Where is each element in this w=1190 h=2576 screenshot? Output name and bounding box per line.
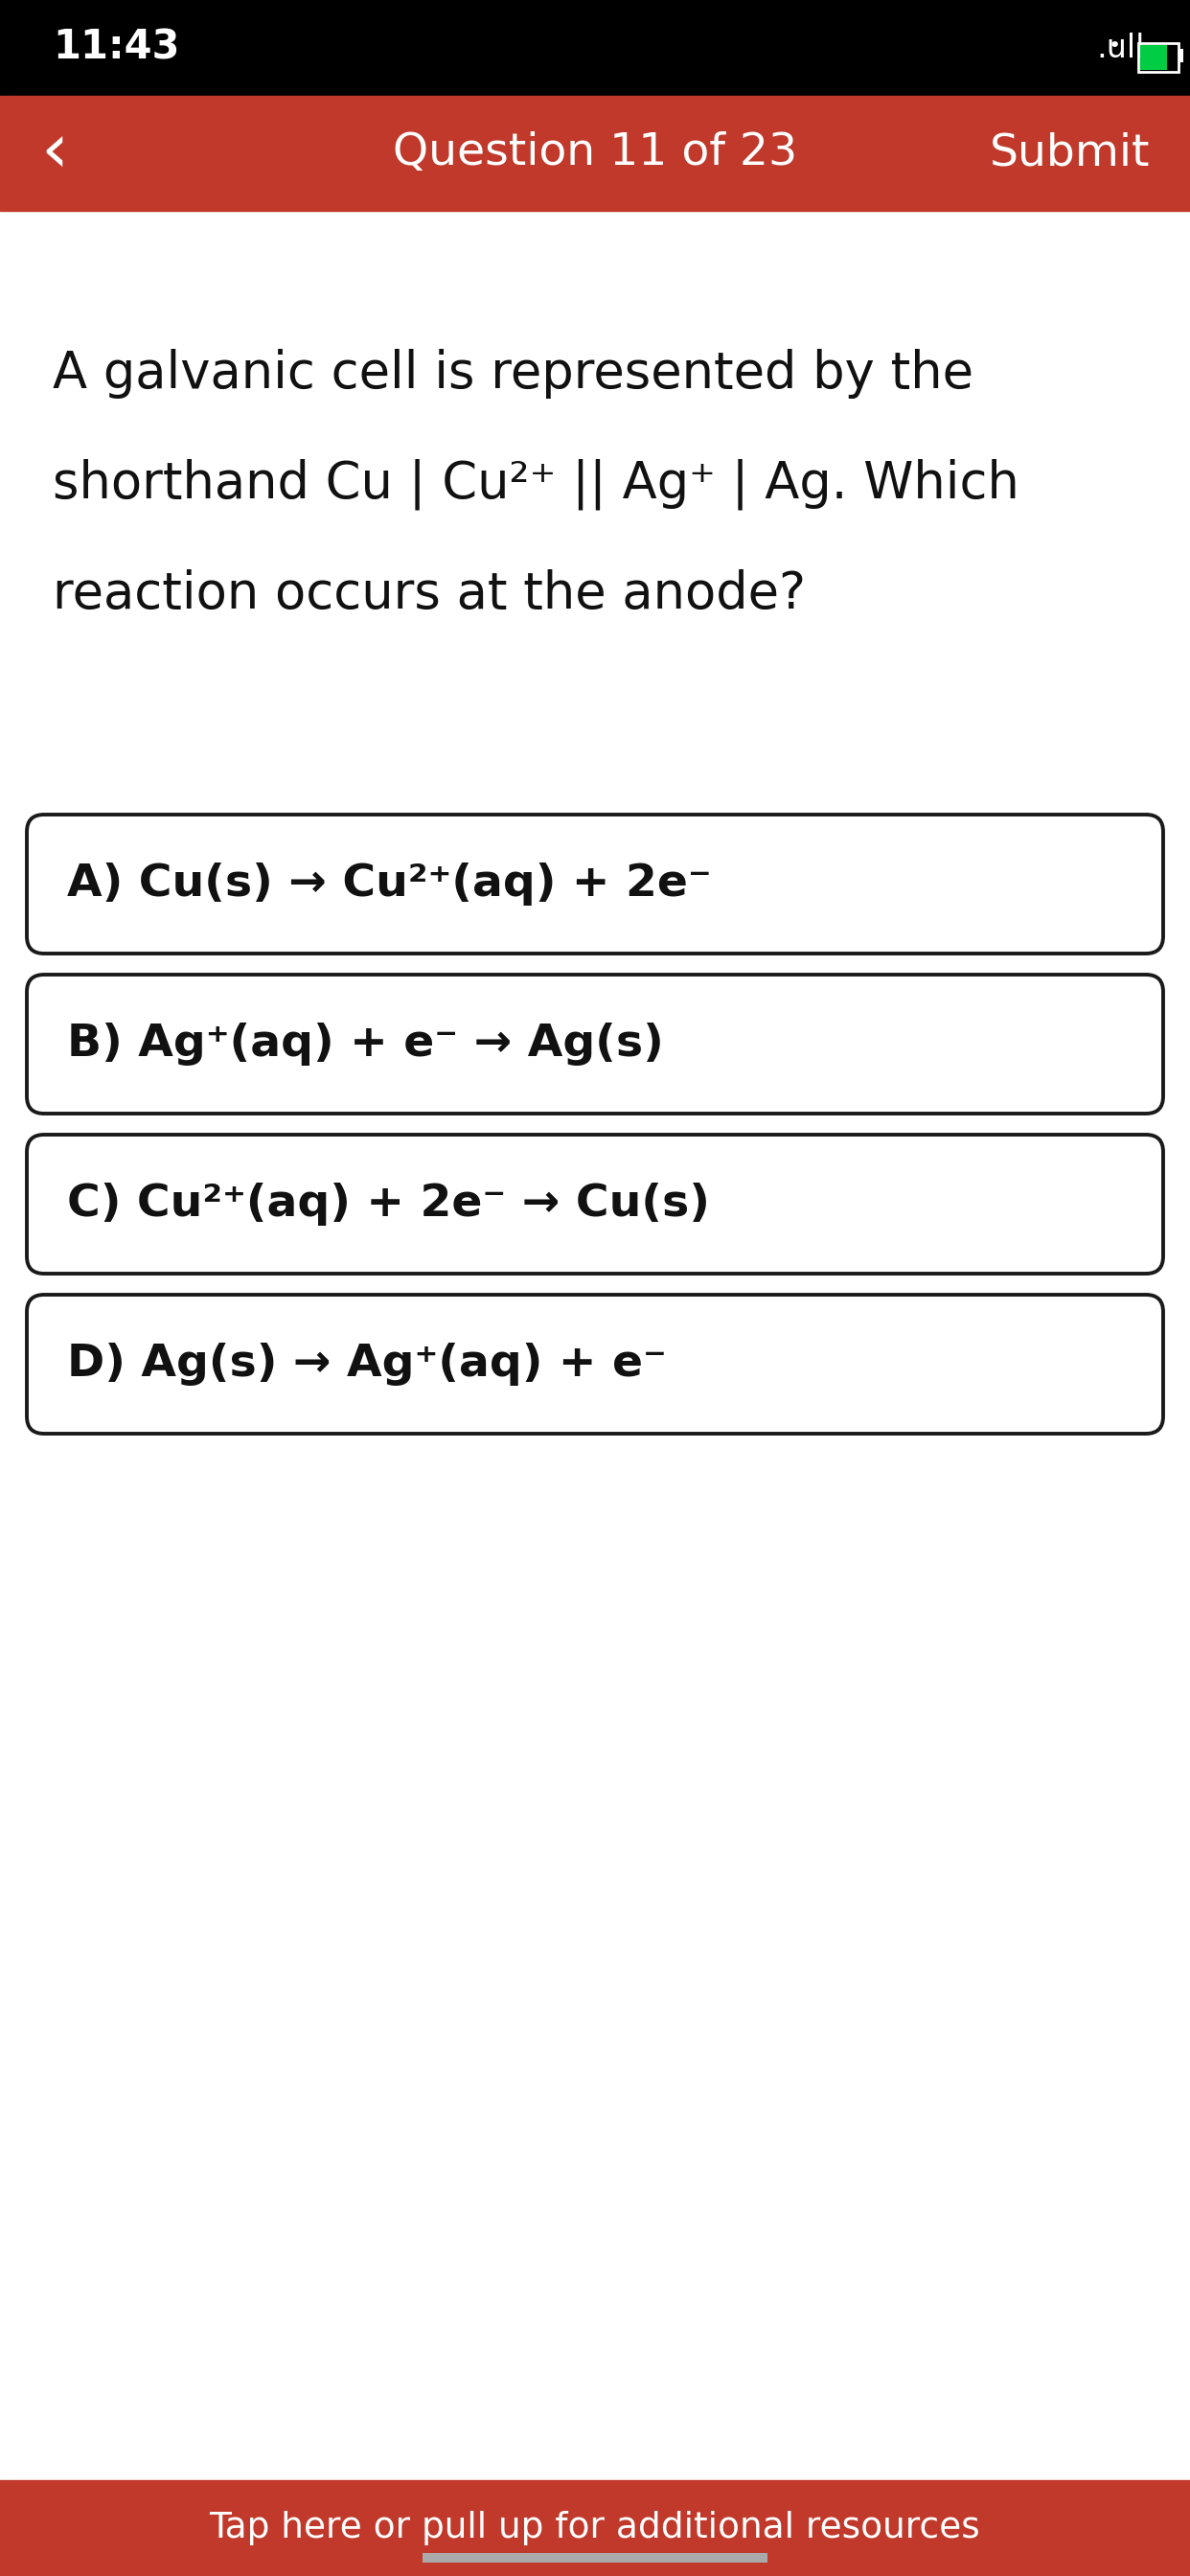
Text: B) Ag⁺(aq) + e⁻ → Ag(s): B) Ag⁺(aq) + e⁻ → Ag(s): [67, 1023, 664, 1066]
Text: D) Ag(s) → Ag⁺(aq) + e⁻: D) Ag(s) → Ag⁺(aq) + e⁻: [67, 1342, 666, 1386]
FancyBboxPatch shape: [27, 1133, 1163, 1273]
Text: C) Cu²⁺(aq) + 2e⁻ → Cu(s): C) Cu²⁺(aq) + 2e⁻ → Cu(s): [67, 1182, 710, 1226]
Text: 11:43: 11:43: [52, 28, 180, 67]
Bar: [422, 2553, 768, 2563]
Text: ‹: ‹: [40, 121, 68, 185]
Bar: [1139, 44, 1178, 72]
Bar: [0, 2481, 1190, 2576]
Text: A) Cu(s) → Cu²⁺(aq) + 2e⁻: A) Cu(s) → Cu²⁺(aq) + 2e⁻: [67, 863, 712, 907]
FancyBboxPatch shape: [27, 814, 1163, 953]
Text: reaction occurs at the anode?: reaction occurs at the anode?: [52, 569, 806, 618]
Text: Submit: Submit: [989, 131, 1150, 175]
Text: shorthand Cu | Cu²⁺ || Ag⁺ | Ag. Which: shorthand Cu | Cu²⁺ || Ag⁺ | Ag. Which: [52, 459, 1020, 510]
Bar: [1178, 49, 1183, 62]
Bar: [1140, 44, 1167, 70]
Text: A galvanic cell is represented by the: A galvanic cell is represented by the: [52, 348, 973, 399]
Text: .ull: .ull: [1097, 31, 1145, 64]
FancyBboxPatch shape: [27, 1296, 1163, 1435]
Text: Tap here or pull up for additional resources: Tap here or pull up for additional resou…: [209, 2512, 981, 2545]
Text: •: •: [1108, 36, 1121, 57]
Bar: [0, 0, 1190, 95]
Text: Question 11 of 23: Question 11 of 23: [393, 131, 797, 175]
Bar: [0, 95, 1190, 211]
FancyBboxPatch shape: [27, 974, 1163, 1113]
